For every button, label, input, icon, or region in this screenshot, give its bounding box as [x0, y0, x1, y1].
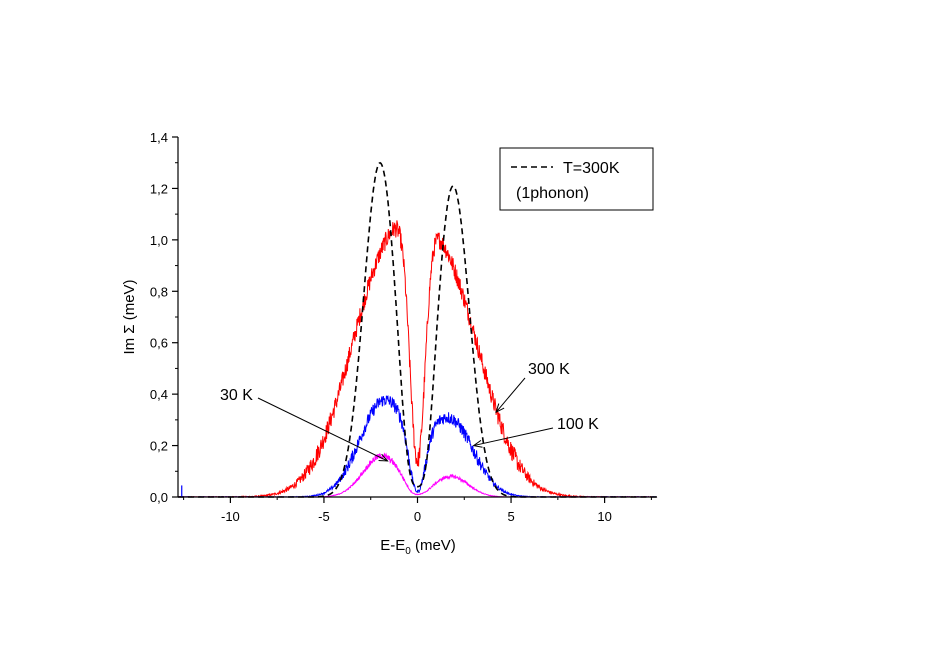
annotations: 300 K 100 K 30 K	[220, 361, 599, 462]
x-axis-label-unit: (meV)	[411, 537, 456, 554]
y-axis-label: Im Σ (meV)	[121, 279, 138, 354]
y-tick-label: 0,0	[150, 490, 168, 505]
annotation-100k-label: 100 K	[557, 416, 599, 433]
x-axis-label-main: E-E	[380, 537, 405, 554]
legend-box	[499, 147, 654, 211]
y-tick-label: 0,8	[150, 284, 168, 299]
annotation-300k-label: 300 K	[528, 361, 570, 378]
x-axis-label-subscript: 0	[405, 546, 411, 557]
y-tick-label: 1,0	[150, 233, 168, 248]
series-line-100-k	[177, 395, 658, 498]
x-tick-label: 0	[414, 509, 421, 524]
legend: T=300K (1phonon)	[499, 147, 654, 211]
y-tick-label: 0,6	[150, 336, 168, 351]
annotation-arrow-line	[257, 397, 388, 462]
legend-label-1: T=300K	[563, 160, 620, 177]
x-tick-label: 10	[597, 509, 611, 524]
annotation-arrow-head	[378, 453, 389, 462]
x-tick-label: 5	[507, 509, 514, 524]
annotation-arrow-line	[473, 427, 554, 447]
y-tick-label: 1,4	[150, 130, 168, 145]
series-layer	[177, 161, 658, 499]
axes-layer: -10 -5 0 5 10 0,0 0,2 0,4 0,6 0,8 1,0 1,2 1,4	[150, 130, 657, 524]
annotation-30k-label: 30 K	[220, 387, 253, 404]
annotation-arrow-line	[495, 377, 526, 413]
series-line-300-k	[177, 220, 658, 499]
x-tick-label: -10	[221, 509, 240, 524]
y-tick-label: 0,4	[150, 387, 168, 402]
x-axis-label: E-E0 (meV)	[380, 537, 456, 557]
y-tick-label: 1,2	[150, 181, 168, 196]
x-tick-label: -5	[318, 509, 330, 524]
annotation-arrow-head	[472, 439, 483, 448]
legend-label-2: (1phonon)	[516, 185, 589, 202]
annotation-arrows	[257, 377, 554, 462]
annotation-arrow-head	[495, 403, 505, 414]
y-tick-label: 0,2	[150, 439, 168, 454]
series-line-t-300k	[178, 161, 657, 498]
